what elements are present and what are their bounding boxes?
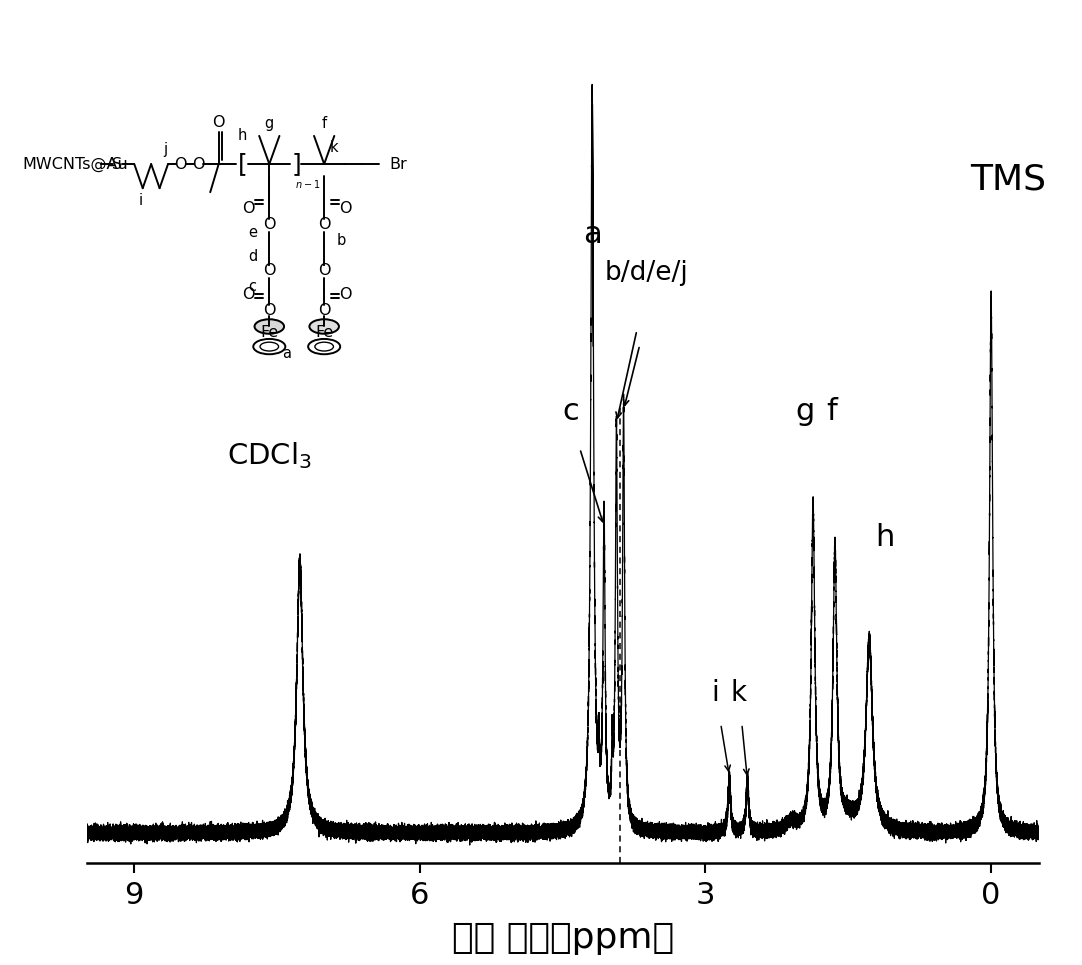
X-axis label: 化学 位移（ppm）: 化学 位移（ppm） [451,921,674,955]
Text: k: k [330,141,339,155]
Text: b: b [337,233,346,248]
Text: ]: ] [291,152,301,176]
Text: O: O [263,303,276,317]
Text: Fe: Fe [315,324,333,340]
Text: a: a [583,220,602,249]
Text: a: a [282,345,291,361]
Text: O: O [263,262,276,278]
Text: O: O [242,201,254,216]
Text: i: i [711,679,718,707]
Text: c: c [562,398,579,427]
Text: k: k [730,679,747,707]
Text: O: O [339,287,352,302]
Text: TMS: TMS [971,163,1046,197]
Text: MWCNTs@Au: MWCNTs@Au [23,156,128,172]
Text: O: O [339,201,352,216]
Ellipse shape [309,319,339,334]
Text: $_{n-1}$: $_{n-1}$ [294,178,320,191]
Text: O: O [193,156,204,172]
Text: O: O [174,156,187,172]
Text: O: O [318,303,330,317]
Text: j: j [163,142,168,157]
Text: b/d/e/j: b/d/e/j [605,260,688,286]
Text: O: O [263,217,276,232]
Text: f: f [826,398,836,427]
Text: h: h [874,523,894,552]
Text: d: d [248,249,258,264]
Text: O: O [242,287,254,302]
Ellipse shape [254,319,285,334]
Text: f: f [321,117,327,131]
Text: O: O [318,217,330,232]
Text: O: O [212,115,225,129]
Text: S: S [113,156,122,172]
Text: e: e [248,225,256,240]
Text: i: i [138,193,143,207]
Text: Br: Br [390,156,407,172]
Text: O: O [318,262,330,278]
Text: [: [ [237,152,247,176]
Text: Fe: Fe [260,324,278,340]
Text: CDCl$_3$: CDCl$_3$ [227,440,312,471]
Text: h: h [237,128,247,144]
Text: g: g [265,117,274,131]
Text: g: g [796,398,815,427]
Text: c: c [249,279,256,293]
